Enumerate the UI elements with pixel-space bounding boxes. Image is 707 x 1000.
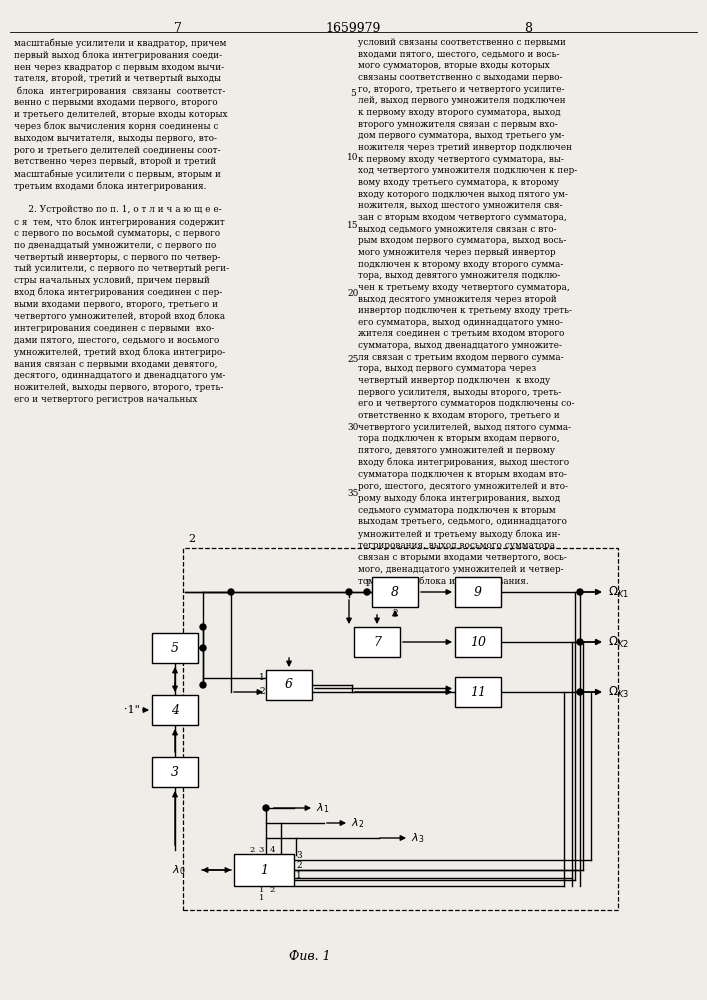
Circle shape bbox=[577, 589, 583, 595]
Text: 7: 7 bbox=[373, 636, 381, 648]
Bar bbox=[455, 577, 501, 607]
Bar bbox=[455, 677, 501, 707]
Circle shape bbox=[364, 589, 370, 595]
Text: 9: 9 bbox=[474, 585, 482, 598]
Circle shape bbox=[228, 589, 234, 595]
Text: 1: 1 bbox=[296, 870, 302, 880]
Text: 15: 15 bbox=[347, 221, 358, 230]
Text: условий связаны соответственно с первыми
входами пятого, шестого, седьмого и вос: условий связаны соответственно с первыми… bbox=[358, 38, 577, 586]
Text: 3: 3 bbox=[258, 846, 264, 854]
Text: 4: 4 bbox=[269, 846, 275, 854]
Text: 2: 2 bbox=[269, 886, 274, 894]
Text: 6: 6 bbox=[285, 678, 293, 692]
Text: 2: 2 bbox=[188, 534, 195, 544]
Text: 8: 8 bbox=[524, 22, 532, 35]
Text: 5: 5 bbox=[171, 642, 179, 654]
Text: 35: 35 bbox=[347, 488, 358, 497]
Text: $\lambda_1$: $\lambda_1$ bbox=[316, 801, 329, 815]
Text: 1: 1 bbox=[365, 580, 371, 588]
Bar bbox=[266, 670, 312, 700]
Bar bbox=[152, 633, 198, 663]
Text: Фив. 1: Фив. 1 bbox=[289, 950, 331, 963]
Circle shape bbox=[200, 624, 206, 630]
Text: $\Omega_{K3}$: $\Omega_{K3}$ bbox=[608, 684, 629, 700]
Bar bbox=[234, 854, 294, 886]
Bar bbox=[455, 627, 501, 657]
Text: ·1": ·1" bbox=[124, 705, 140, 715]
Text: 3: 3 bbox=[171, 766, 179, 778]
Text: 2: 2 bbox=[392, 608, 398, 617]
Text: $\Omega_{K1}$: $\Omega_{K1}$ bbox=[608, 584, 629, 600]
Text: $\Omega_{K2}$: $\Omega_{K2}$ bbox=[608, 634, 629, 650]
Text: 2: 2 bbox=[259, 688, 265, 696]
Text: $\lambda_3$: $\lambda_3$ bbox=[411, 831, 424, 845]
Text: 1: 1 bbox=[259, 886, 264, 894]
Text: 1659979: 1659979 bbox=[325, 22, 380, 35]
Text: 4: 4 bbox=[171, 704, 179, 716]
Circle shape bbox=[200, 645, 206, 651]
Text: 2: 2 bbox=[296, 860, 302, 869]
Text: 7: 7 bbox=[174, 22, 182, 35]
Text: 2: 2 bbox=[250, 846, 255, 854]
Text: $\lambda_2$: $\lambda_2$ bbox=[351, 816, 364, 830]
Circle shape bbox=[200, 682, 206, 688]
Text: 30: 30 bbox=[347, 422, 358, 432]
Bar bbox=[152, 757, 198, 787]
Circle shape bbox=[263, 805, 269, 811]
Circle shape bbox=[577, 639, 583, 645]
Bar bbox=[152, 695, 198, 725]
Text: 11: 11 bbox=[470, 686, 486, 698]
Circle shape bbox=[577, 689, 583, 695]
Bar bbox=[372, 577, 418, 607]
Text: 8: 8 bbox=[391, 585, 399, 598]
Text: 10: 10 bbox=[347, 153, 358, 162]
Text: 3: 3 bbox=[296, 852, 302, 860]
Text: масштабные усилители и квадратор, причем
первый выход блока интегрирования соеди: масштабные усилители и квадратор, причем… bbox=[14, 38, 229, 404]
Bar bbox=[354, 627, 400, 657]
Text: 1: 1 bbox=[259, 674, 265, 682]
Text: 5: 5 bbox=[350, 89, 356, 98]
Text: 1: 1 bbox=[260, 863, 268, 876]
Text: 10: 10 bbox=[470, 636, 486, 648]
Text: 20: 20 bbox=[347, 288, 358, 298]
Bar bbox=[183, 548, 618, 910]
Text: $\lambda_0$: $\lambda_0$ bbox=[173, 863, 186, 877]
Text: 25: 25 bbox=[347, 356, 358, 364]
Circle shape bbox=[346, 589, 352, 595]
Text: 1: 1 bbox=[259, 894, 264, 902]
